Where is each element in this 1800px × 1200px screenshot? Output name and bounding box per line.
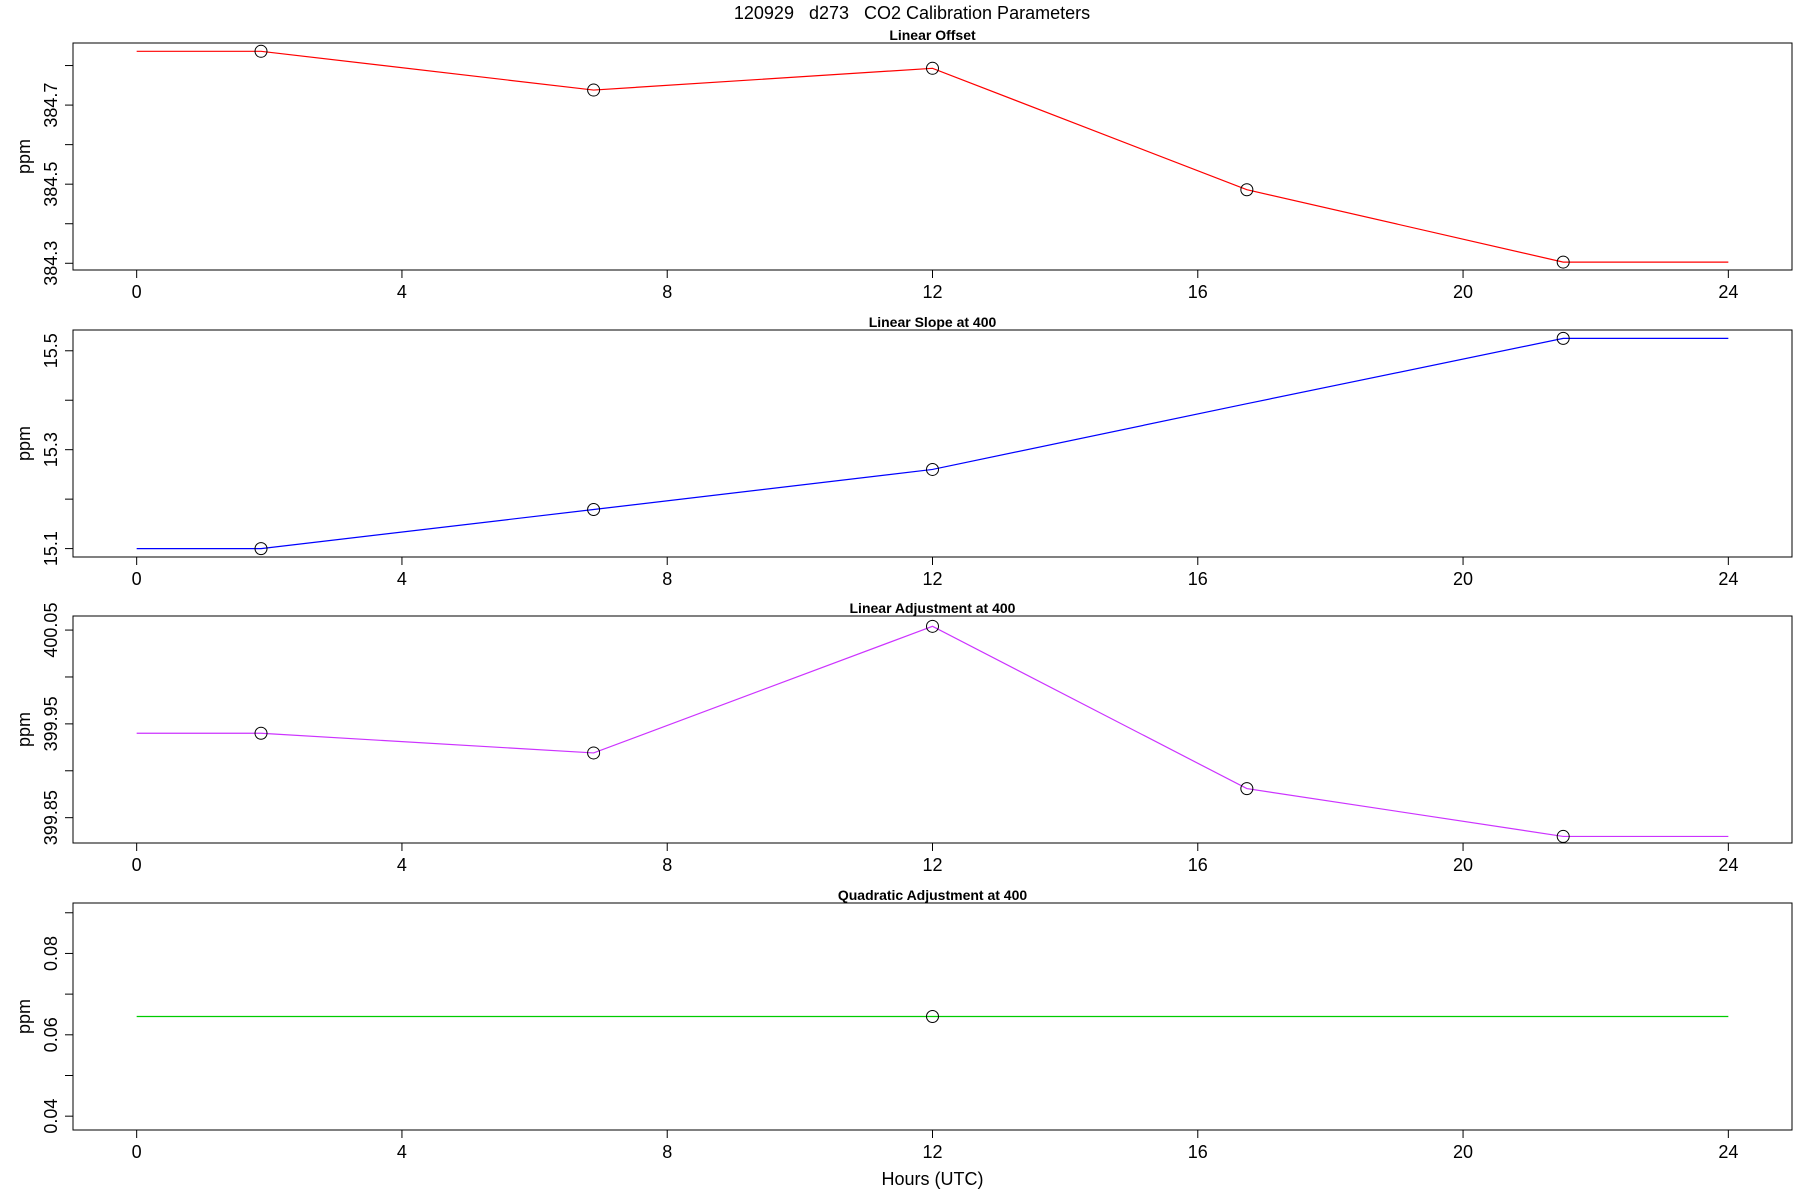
figure-title: 120929 d273 CO2 Calibration Parameters — [734, 3, 1090, 23]
y-tick-label: 0.06 — [41, 1017, 61, 1052]
x-tick-label: 16 — [1188, 282, 1208, 302]
x-tick-label: 4 — [397, 1142, 407, 1162]
data-point — [1556, 829, 1570, 843]
x-tick-label: 20 — [1453, 1142, 1473, 1162]
y-axis-label: ppm — [14, 712, 34, 747]
x-tick-label: 12 — [922, 569, 942, 589]
x-tick-label: 0 — [132, 1142, 142, 1162]
x-tick-label: 24 — [1718, 569, 1738, 589]
y-axis-label: ppm — [14, 426, 34, 461]
x-tick-label: 4 — [397, 855, 407, 875]
panel-title: Linear Offset — [889, 27, 976, 43]
x-tick-label: 8 — [662, 1142, 672, 1162]
x-tick-label: 0 — [132, 855, 142, 875]
data-point — [254, 726, 268, 740]
data-point — [254, 542, 268, 556]
x-tick-label: 4 — [397, 569, 407, 589]
data-point — [1556, 255, 1570, 269]
y-tick-label: 384.5 — [41, 162, 61, 207]
x-tick-label: 12 — [922, 855, 942, 875]
x-tick-label: 0 — [132, 282, 142, 302]
y-tick-label: 400.05 — [41, 603, 61, 658]
panel-title: Linear Adjustment at 400 — [850, 600, 1016, 616]
y-tick-label: 15.5 — [41, 333, 61, 368]
plot-frame — [72, 329, 1793, 558]
y-axis-label: ppm — [14, 999, 34, 1034]
panel-title: Quadratic Adjustment at 400 — [838, 887, 1028, 903]
x-tick-label: 12 — [922, 282, 942, 302]
panel-title: Linear Slope at 400 — [869, 314, 997, 330]
x-tick-label: 20 — [1453, 282, 1473, 302]
plot-frame — [72, 42, 1793, 271]
y-tick-label: 0.04 — [41, 1099, 61, 1134]
data-line — [136, 50, 1729, 263]
data-point — [1240, 782, 1254, 796]
x-tick-label: 20 — [1453, 855, 1473, 875]
x-tick-label: 8 — [662, 855, 672, 875]
y-tick-label: 384.3 — [41, 241, 61, 286]
data-line — [136, 337, 1729, 550]
data-point — [1240, 183, 1254, 197]
y-tick-label: 15.1 — [41, 531, 61, 566]
x-tick-label: 24 — [1718, 282, 1738, 302]
data-point — [926, 462, 939, 476]
plot-frame — [72, 615, 1793, 844]
data-point — [926, 619, 939, 633]
y-axis-label: ppm — [14, 139, 34, 174]
y-tick-label: 399.85 — [41, 790, 61, 845]
data-point — [587, 83, 601, 97]
data-point — [587, 746, 601, 760]
x-tick-label: 24 — [1718, 855, 1738, 875]
x-tick-label: 0 — [132, 569, 142, 589]
data-point — [926, 61, 939, 75]
x-tick-label: 16 — [1188, 569, 1208, 589]
y-tick-label: 0.08 — [41, 936, 61, 971]
y-tick-label: 399.95 — [41, 696, 61, 751]
x-tick-label: 24 — [1718, 1142, 1738, 1162]
y-tick-label: 15.3 — [41, 432, 61, 467]
x-tick-label: 8 — [662, 569, 672, 589]
x-tick-label: 20 — [1453, 569, 1473, 589]
data-point — [254, 44, 268, 58]
data-point — [926, 1010, 939, 1023]
data-point — [587, 503, 601, 517]
data-point — [1556, 331, 1570, 345]
x-axis-label: Hours (UTC) — [882, 1169, 984, 1189]
y-tick-label: 384.7 — [41, 83, 61, 128]
x-tick-label: 16 — [1188, 1142, 1208, 1162]
x-tick-label: 8 — [662, 282, 672, 302]
x-tick-label: 16 — [1188, 855, 1208, 875]
x-tick-label: 12 — [922, 1142, 942, 1162]
data-line — [136, 625, 1729, 838]
x-tick-label: 4 — [397, 282, 407, 302]
